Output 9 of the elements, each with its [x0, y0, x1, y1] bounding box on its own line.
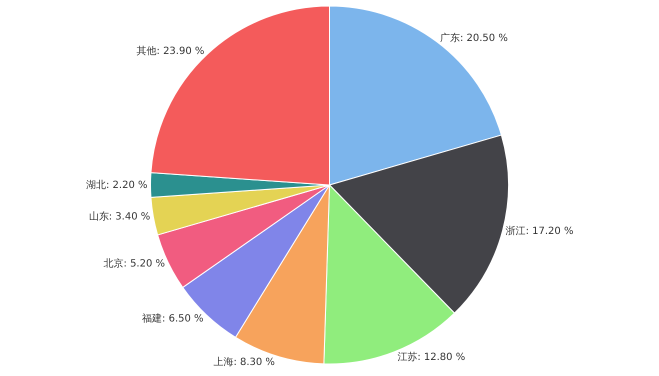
- slice-label: 广东: 20.50 %: [440, 32, 508, 44]
- slice-label: 浙江: 17.20 %: [506, 224, 574, 237]
- slice-label: 湖北: 2.20 %: [86, 179, 148, 191]
- slice-label: 北京: 5.20 %: [104, 257, 166, 270]
- slice-label: 上海: 8.30 %: [213, 356, 275, 368]
- slice-label: 山东: 3.40 %: [88, 210, 150, 223]
- slice-label: 福建: 6.50 %: [142, 312, 204, 324]
- slice-label: 江苏: 12.80 %: [397, 351, 466, 364]
- slice-label: 其他: 23.90 %: [136, 44, 204, 57]
